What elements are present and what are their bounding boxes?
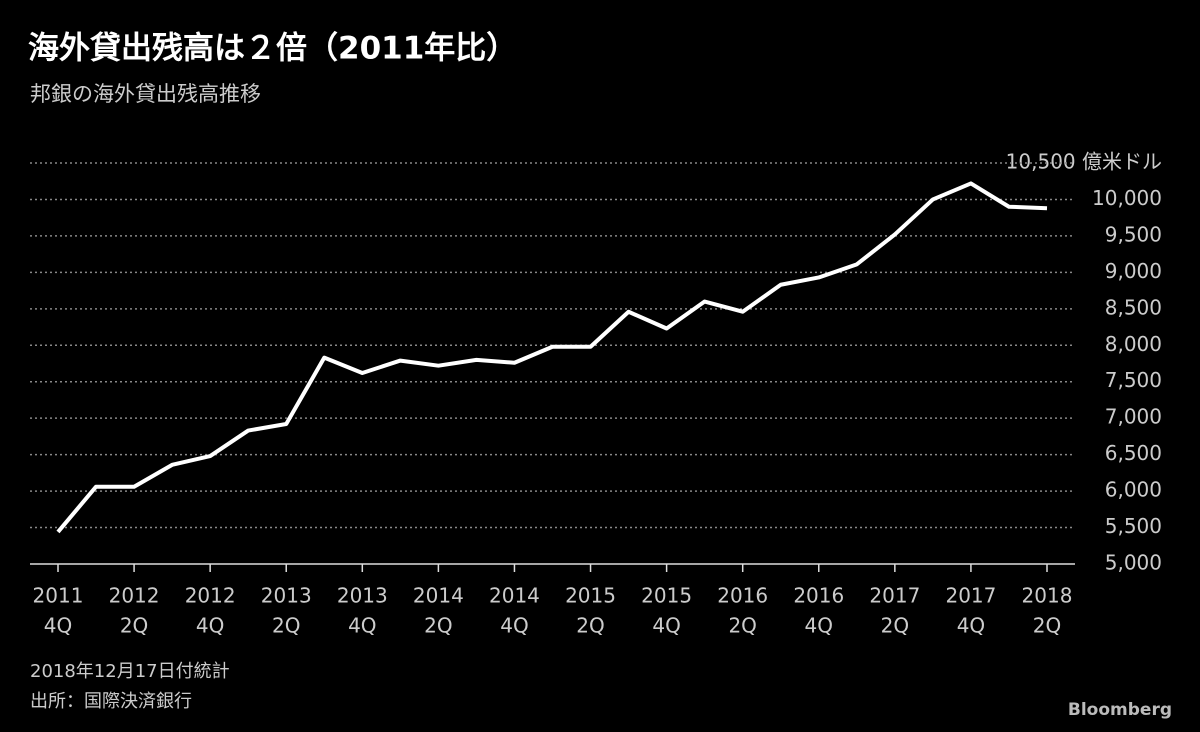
x-tick-label: 2014 xyxy=(489,584,540,608)
x-tick-label: 4Q xyxy=(957,614,985,638)
x-tick-label: 4Q xyxy=(196,614,224,638)
y-tick-label: 9,500 xyxy=(1105,222,1162,246)
x-tick-label: 2Q xyxy=(881,614,909,638)
y-tick-label: 8,500 xyxy=(1105,295,1162,319)
x-tick-label: 2011 xyxy=(33,584,84,608)
x-tick-label: 2017 xyxy=(945,584,996,608)
x-tick-label: 2016 xyxy=(793,584,844,608)
y-tick-label: 9,000 xyxy=(1105,259,1162,283)
note: 出所：国際決済銀行 xyxy=(30,691,192,712)
x-tick-label: 2016 xyxy=(717,584,768,608)
y-tick-label: 8,000 xyxy=(1105,332,1162,356)
x-tick-label: 2018 xyxy=(1022,584,1073,608)
x-tick-label: 4Q xyxy=(652,614,680,638)
source: Bloomberg xyxy=(1068,700,1172,720)
y-tick-label: 6,000 xyxy=(1105,478,1162,502)
y-tick-label: 5,000 xyxy=(1105,551,1162,575)
x-tick-label: 4Q xyxy=(348,614,376,638)
x-tick-label: 2013 xyxy=(261,584,312,608)
x-tick-label: 2017 xyxy=(869,584,920,608)
x-tick-label: 4Q xyxy=(805,614,833,638)
x-tick-label: 2Q xyxy=(272,614,300,638)
x-tick-label: 2Q xyxy=(576,614,604,638)
x-tick-label: 4Q xyxy=(500,614,528,638)
y-tick-label: 6,500 xyxy=(1105,441,1162,465)
x-tick-label: 2013 xyxy=(337,584,388,608)
x-tick-label: 2015 xyxy=(565,584,616,608)
y-tick-label: 10,500 億米ドル xyxy=(1006,150,1162,174)
x-tick-label: 2Q xyxy=(1033,614,1061,638)
y-tick-label: 5,500 xyxy=(1105,514,1162,538)
x-tick-label: 2015 xyxy=(641,584,692,608)
y-tick-label: 7,000 xyxy=(1105,405,1162,429)
x-tick-label: 2Q xyxy=(424,614,452,638)
x-tick-label: 4Q xyxy=(44,614,72,638)
x-tick-label: 2012 xyxy=(185,584,236,608)
x-tick-label: 2014 xyxy=(413,584,464,608)
y-tick-label: 10,000 xyxy=(1092,186,1162,210)
x-tick-label: 2012 xyxy=(109,584,160,608)
x-tick-label: 2Q xyxy=(120,614,148,638)
chart-title: 海外貸出残高は２倍（2011年比） xyxy=(28,31,517,67)
chart-subtitle: 邦銀の海外貸出残高推移 xyxy=(30,82,261,106)
note: 2018年12月17日付統計 xyxy=(30,661,230,682)
y-tick-label: 7,500 xyxy=(1105,368,1162,392)
data-line xyxy=(56,181,1048,534)
x-tick-label: 2Q xyxy=(728,614,756,638)
